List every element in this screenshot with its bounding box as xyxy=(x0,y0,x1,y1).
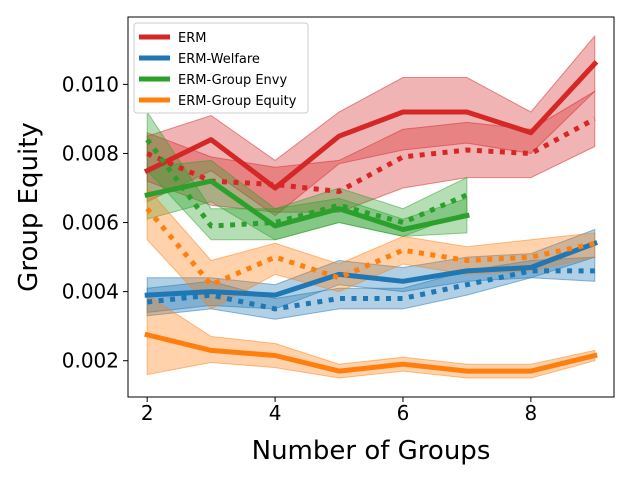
x-tick-label: 4 xyxy=(269,401,282,425)
plot-frame xyxy=(127,16,615,398)
y-tick-label: 0.002 xyxy=(62,349,119,373)
legend-box xyxy=(133,22,309,114)
legend-label-erm-group-equity: ERM-Group Equity xyxy=(178,94,297,109)
legend: ERM ERM-Welfare ERM-Group Envy ERM-Group Eq… xyxy=(133,22,309,114)
y-axis-ticks: 0.002 0.004 0.006 0.008 0.010 xyxy=(62,72,128,373)
y-tick-label: 0.006 xyxy=(62,211,119,235)
series-lines xyxy=(143,60,599,374)
band-series-dotted-3 xyxy=(146,256,596,320)
line-erm-group-envy-solid-4 xyxy=(144,178,470,232)
x-axis-label: Number of Groups xyxy=(252,436,491,466)
line-erm-solid-0 xyxy=(143,60,599,191)
line-erm-welfare-solid-2 xyxy=(144,240,599,298)
y-tick-label: 0.004 xyxy=(62,280,119,304)
legend-label-erm-welfare: ERM-Welfare xyxy=(178,52,260,67)
band-erm-group-equity-solid-6 xyxy=(146,294,596,379)
x-tick-label: 2 xyxy=(141,401,154,425)
legend-label-erm: ERM xyxy=(178,31,206,46)
x-tick-label: 6 xyxy=(397,401,410,425)
legend-label-erm-group-envy: ERM-Group Envy xyxy=(178,73,287,88)
y-axis-label: Group Equity xyxy=(14,122,44,292)
band-series-dotted-5 xyxy=(146,110,468,241)
y-tick-label: 0.010 xyxy=(62,72,119,96)
line-series-dotted-1 xyxy=(146,116,596,194)
x-tick-label: 8 xyxy=(525,401,538,425)
x-axis-ticks: 2 4 6 8 xyxy=(141,397,537,425)
line-erm-group-equity-solid-6 xyxy=(144,331,598,374)
y-tick-label: 0.008 xyxy=(62,141,119,165)
band-series-dotted-7 xyxy=(146,186,596,310)
